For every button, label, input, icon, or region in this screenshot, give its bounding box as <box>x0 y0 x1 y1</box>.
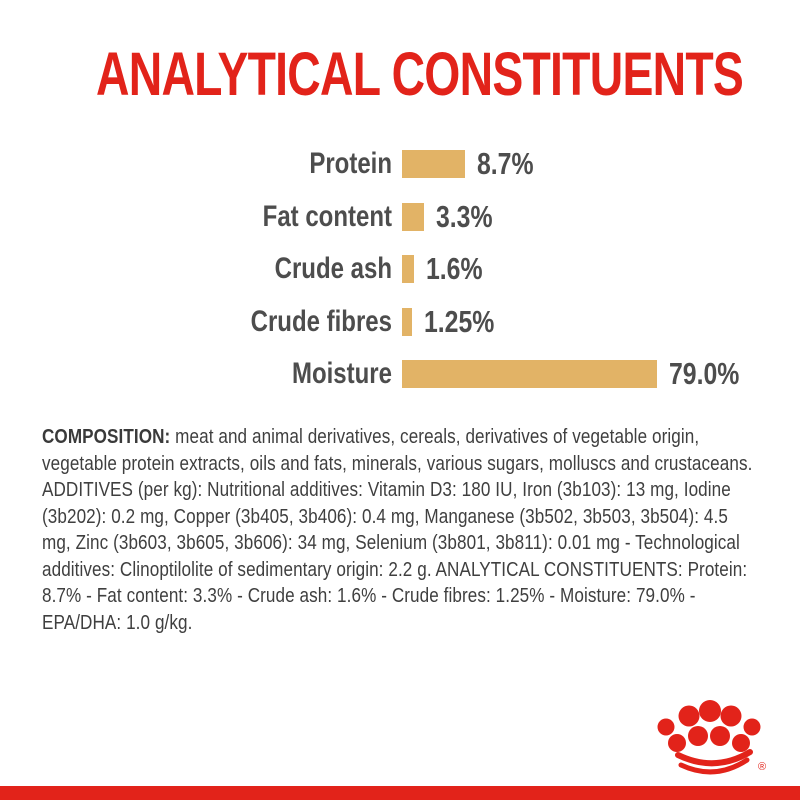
crude-ash-bar <box>402 255 414 284</box>
chart-row-moisture: Moisture 79.0% <box>0 348 800 401</box>
chart-row-protein: Protein 8.7% <box>0 138 800 191</box>
bar-value: 3.3% <box>436 198 493 234</box>
bottom-red-bar <box>0 786 800 800</box>
bar-label: Protein <box>309 147 392 181</box>
bar-value: 8.7% <box>477 146 534 182</box>
fat-content-bar <box>402 202 424 231</box>
bar-value: 1.25% <box>424 303 495 339</box>
protein-bar <box>402 150 465 179</box>
bar-label: Crude fibres <box>250 304 392 338</box>
page-title: ANALYTICAL CONSTITUENTS <box>96 40 744 108</box>
bar-value: 79.0% <box>669 356 740 392</box>
bar-value: 1.6% <box>426 251 483 287</box>
bar-label: Fat content <box>262 199 392 233</box>
chart-row-crude-ash: Crude ash 1.6% <box>0 243 800 296</box>
analytical-constituents-chart: Protein 8.7% Fat content 3.3% Crude ash … <box>0 138 800 401</box>
bar-label: Crude ash <box>274 252 392 286</box>
composition-label: COMPOSITION: <box>42 426 171 448</box>
chart-row-crude-fibres: Crude fibres 1.25% <box>0 296 800 349</box>
composition-paragraph: COMPOSITION: meat and animal derivatives… <box>42 424 758 636</box>
bar-label: Moisture <box>291 357 392 391</box>
composition-text: meat and animal derivatives, cereals, de… <box>42 426 753 634</box>
royal-canin-crown-icon: ® <box>657 700 766 775</box>
registered-mark: ® <box>758 761 766 773</box>
moisture-bar <box>402 360 657 389</box>
crude-fibres-bar <box>402 307 412 336</box>
chart-row-fat-content: Fat content 3.3% <box>0 191 800 244</box>
